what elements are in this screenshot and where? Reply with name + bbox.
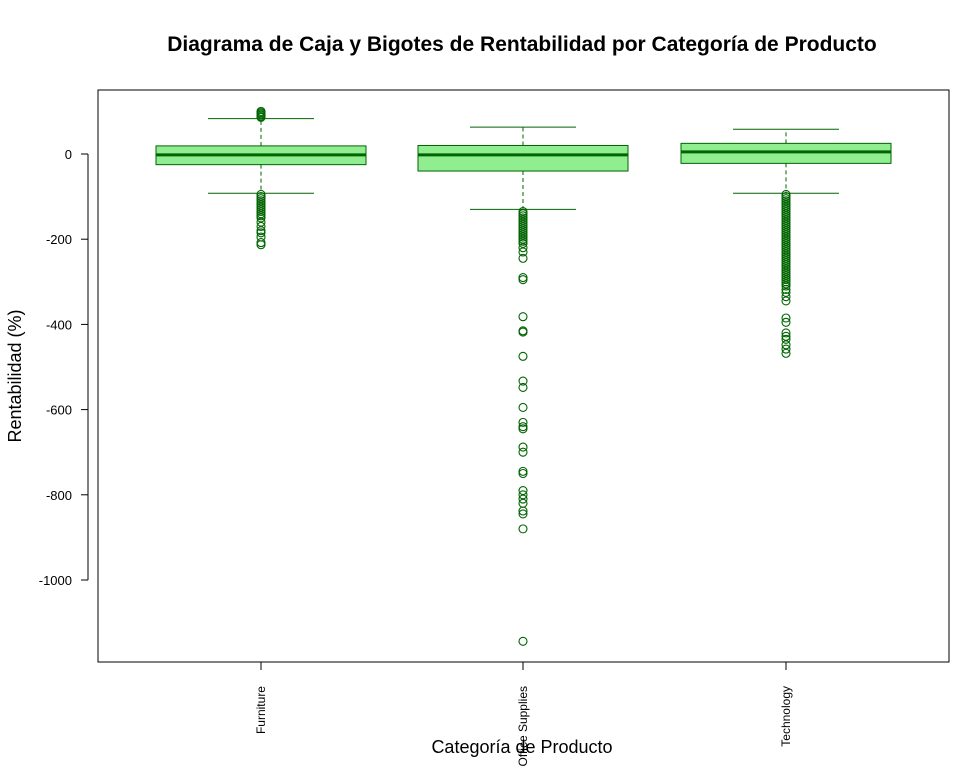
y-axis: 0 -200 -400 -600 -800 -1000 [39,147,89,588]
outlier-point [781,313,791,323]
x-axis-label: Categoría de Producto [431,737,612,757]
outlier-point [518,382,528,392]
box-technology [680,128,892,358]
outlier-point [518,351,528,361]
plot-frame [97,89,950,663]
box-office-supplies [417,126,629,646]
outlier-point [518,327,528,337]
outlier-point [518,447,528,457]
y-tick-label: -200 [46,232,72,247]
outlier-point [518,468,528,479]
y-tick-label: -800 [46,488,72,503]
outlier-point [781,317,791,327]
outlier-point [781,284,791,295]
x-axis: Furniture Office Supplies Technology [254,661,793,767]
boxes-layer [155,106,892,646]
outlier-point [781,292,791,302]
outlier-point [518,494,528,504]
outlier-point [518,524,528,534]
iqr-box [417,144,629,172]
box-furniture [155,106,367,250]
outlier-point [518,243,528,253]
outlier-point [518,312,528,322]
y-tick-label: -1000 [39,573,72,588]
y-tick-label: 0 [65,147,72,162]
chart-title: Diagrama de Caja y Bigotes de Rentabilid… [167,33,876,56]
outlier-point [518,636,528,646]
x-tick-label: Office Supplies [516,686,530,767]
y-tick-label: -400 [46,317,72,332]
outlier-point [518,275,528,285]
outlier-point [781,281,791,291]
outlier-point [518,509,528,519]
outlier-point [781,334,791,344]
outlier-point [256,112,266,122]
outlier-point [518,417,528,427]
outlier-point [256,228,266,238]
y-axis-label: Rentabilidad (%) [5,309,25,442]
outlier-point [518,424,528,434]
x-tick-label: Technology [779,686,793,747]
outlier-point [518,442,528,452]
outlier-point [518,253,528,263]
y-tick-label: -600 [46,403,72,418]
x-tick-label: Furniture [254,686,268,734]
outlier-point [518,506,528,516]
outlier-point [781,344,791,354]
outlier-point [518,376,528,386]
outlier-point [781,328,791,338]
outlier-point [781,296,791,306]
outlier-point [518,402,528,413]
outlier-point [518,247,528,257]
outlier-point [781,348,791,358]
outlier-point [256,221,266,231]
outlier-point [256,240,266,250]
